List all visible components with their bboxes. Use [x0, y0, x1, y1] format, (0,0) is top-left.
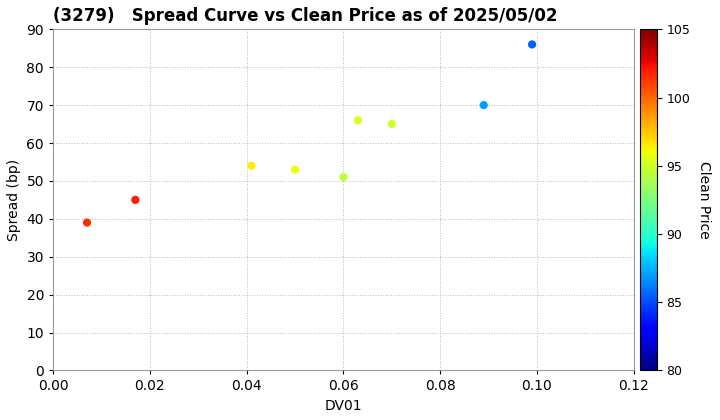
Point: [478, 102, 490, 108]
Point: [130, 197, 141, 203]
X-axis label: DV01: DV01: [325, 399, 362, 413]
Point: [289, 166, 301, 173]
Point: [526, 41, 538, 48]
Point: [81, 219, 93, 226]
Text: (3279)   Spread Curve vs Clean Price as of 2025/05/02: (3279) Spread Curve vs Clean Price as of…: [53, 7, 558, 25]
Y-axis label: Spread (bp): Spread (bp): [7, 159, 21, 241]
Point: [352, 117, 364, 123]
Point: [338, 174, 349, 181]
Point: [386, 121, 397, 127]
Point: [246, 163, 257, 169]
Y-axis label: Clean Price: Clean Price: [698, 161, 711, 239]
